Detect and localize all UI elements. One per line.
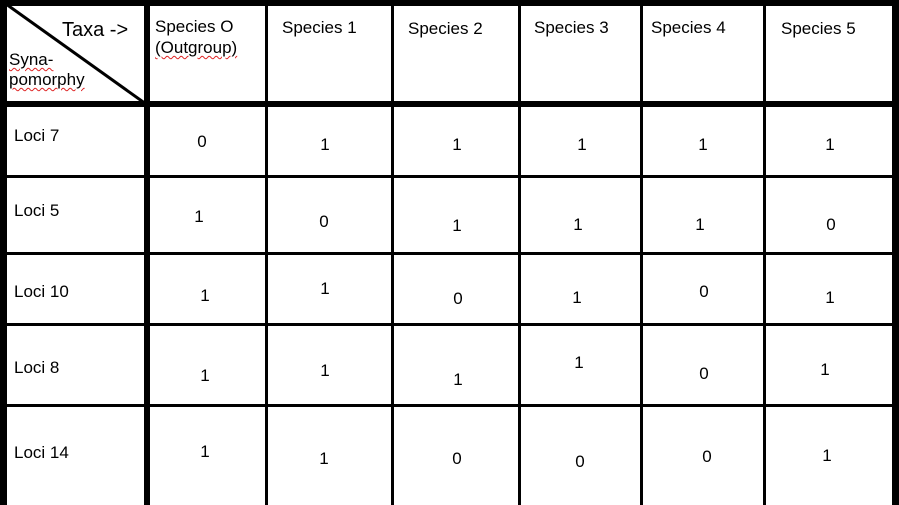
species-header-2: Species 2 xyxy=(408,19,483,38)
table-border-left xyxy=(0,0,7,505)
matrix-cell: 1 xyxy=(573,215,583,234)
matrix-cell: 1 xyxy=(200,366,210,385)
matrix-cell: 1 xyxy=(453,370,463,389)
matrix-cell: 1 xyxy=(200,286,210,305)
matrix-cell: 1 xyxy=(820,360,830,379)
species-header-3: Species 3 xyxy=(534,18,609,37)
row-label-loci-8: Loci 8 xyxy=(14,358,60,377)
corner-synapomorphy-label-line2: pomorphy xyxy=(9,70,85,89)
species-header-4: Species 4 xyxy=(651,18,726,37)
matrix-cell: 1 xyxy=(572,288,582,307)
row-label-loci-10: Loci 10 xyxy=(14,282,69,301)
matrix-cell: 1 xyxy=(825,135,835,154)
table-border-right xyxy=(892,0,899,505)
matrix-cell: 1 xyxy=(825,288,835,307)
corner-diagonal-line xyxy=(5,2,147,106)
matrix-cell: 1 xyxy=(194,207,204,226)
matrix-cell: 1 xyxy=(320,279,330,298)
matrix-cell: 1 xyxy=(822,446,832,465)
matrix-cell: 0 xyxy=(453,289,463,308)
column-divider xyxy=(640,0,643,505)
matrix-cell: 1 xyxy=(577,135,587,154)
matrix-cell: 0 xyxy=(702,447,712,466)
matrix-cell: 1 xyxy=(320,361,330,380)
row-divider xyxy=(0,252,899,255)
column-divider xyxy=(391,0,394,505)
species-header-5: Species 5 xyxy=(781,19,856,38)
corner-taxa-label: Taxa -> xyxy=(62,19,129,41)
matrix-cell: 0 xyxy=(699,282,709,301)
row-divider xyxy=(0,175,899,178)
matrix-cell: 1 xyxy=(320,135,330,154)
matrix-cell: 1 xyxy=(319,449,329,468)
row-divider xyxy=(0,323,899,326)
matrix-cell: 1 xyxy=(698,135,708,154)
row-label-loci-14: Loci 14 xyxy=(14,443,69,462)
matrix-cell: 0 xyxy=(826,215,836,234)
matrix-cell: 1 xyxy=(452,135,462,154)
species-header-outgroup: Species O xyxy=(155,17,234,36)
species-header-outgroup-subtitle: (Outgroup) xyxy=(155,38,238,57)
matrix-cell: 1 xyxy=(452,216,462,235)
table-border-top xyxy=(0,0,899,6)
column-divider xyxy=(265,0,268,505)
column-divider xyxy=(763,0,766,505)
matrix-cell: 0 xyxy=(699,364,709,383)
column-divider xyxy=(518,0,521,505)
matrix-cell: 0 xyxy=(319,212,329,231)
matrix-cell: 0 xyxy=(575,452,585,471)
species-header-1: Species 1 xyxy=(282,18,357,37)
label-column-divider xyxy=(144,0,150,505)
row-label-loci-5: Loci 5 xyxy=(14,201,60,220)
matrix-cell: 1 xyxy=(695,215,705,234)
row-label-loci-7: Loci 7 xyxy=(14,126,60,145)
matrix-cell: 1 xyxy=(200,442,210,461)
row-divider xyxy=(0,404,899,407)
matrix-cell: 1 xyxy=(574,353,584,372)
corner-synapomorphy-label-line1: Syna- xyxy=(9,50,54,69)
matrix-cell: 0 xyxy=(452,449,462,468)
matrix-cell: 0 xyxy=(197,132,207,151)
header-divider xyxy=(0,101,899,107)
